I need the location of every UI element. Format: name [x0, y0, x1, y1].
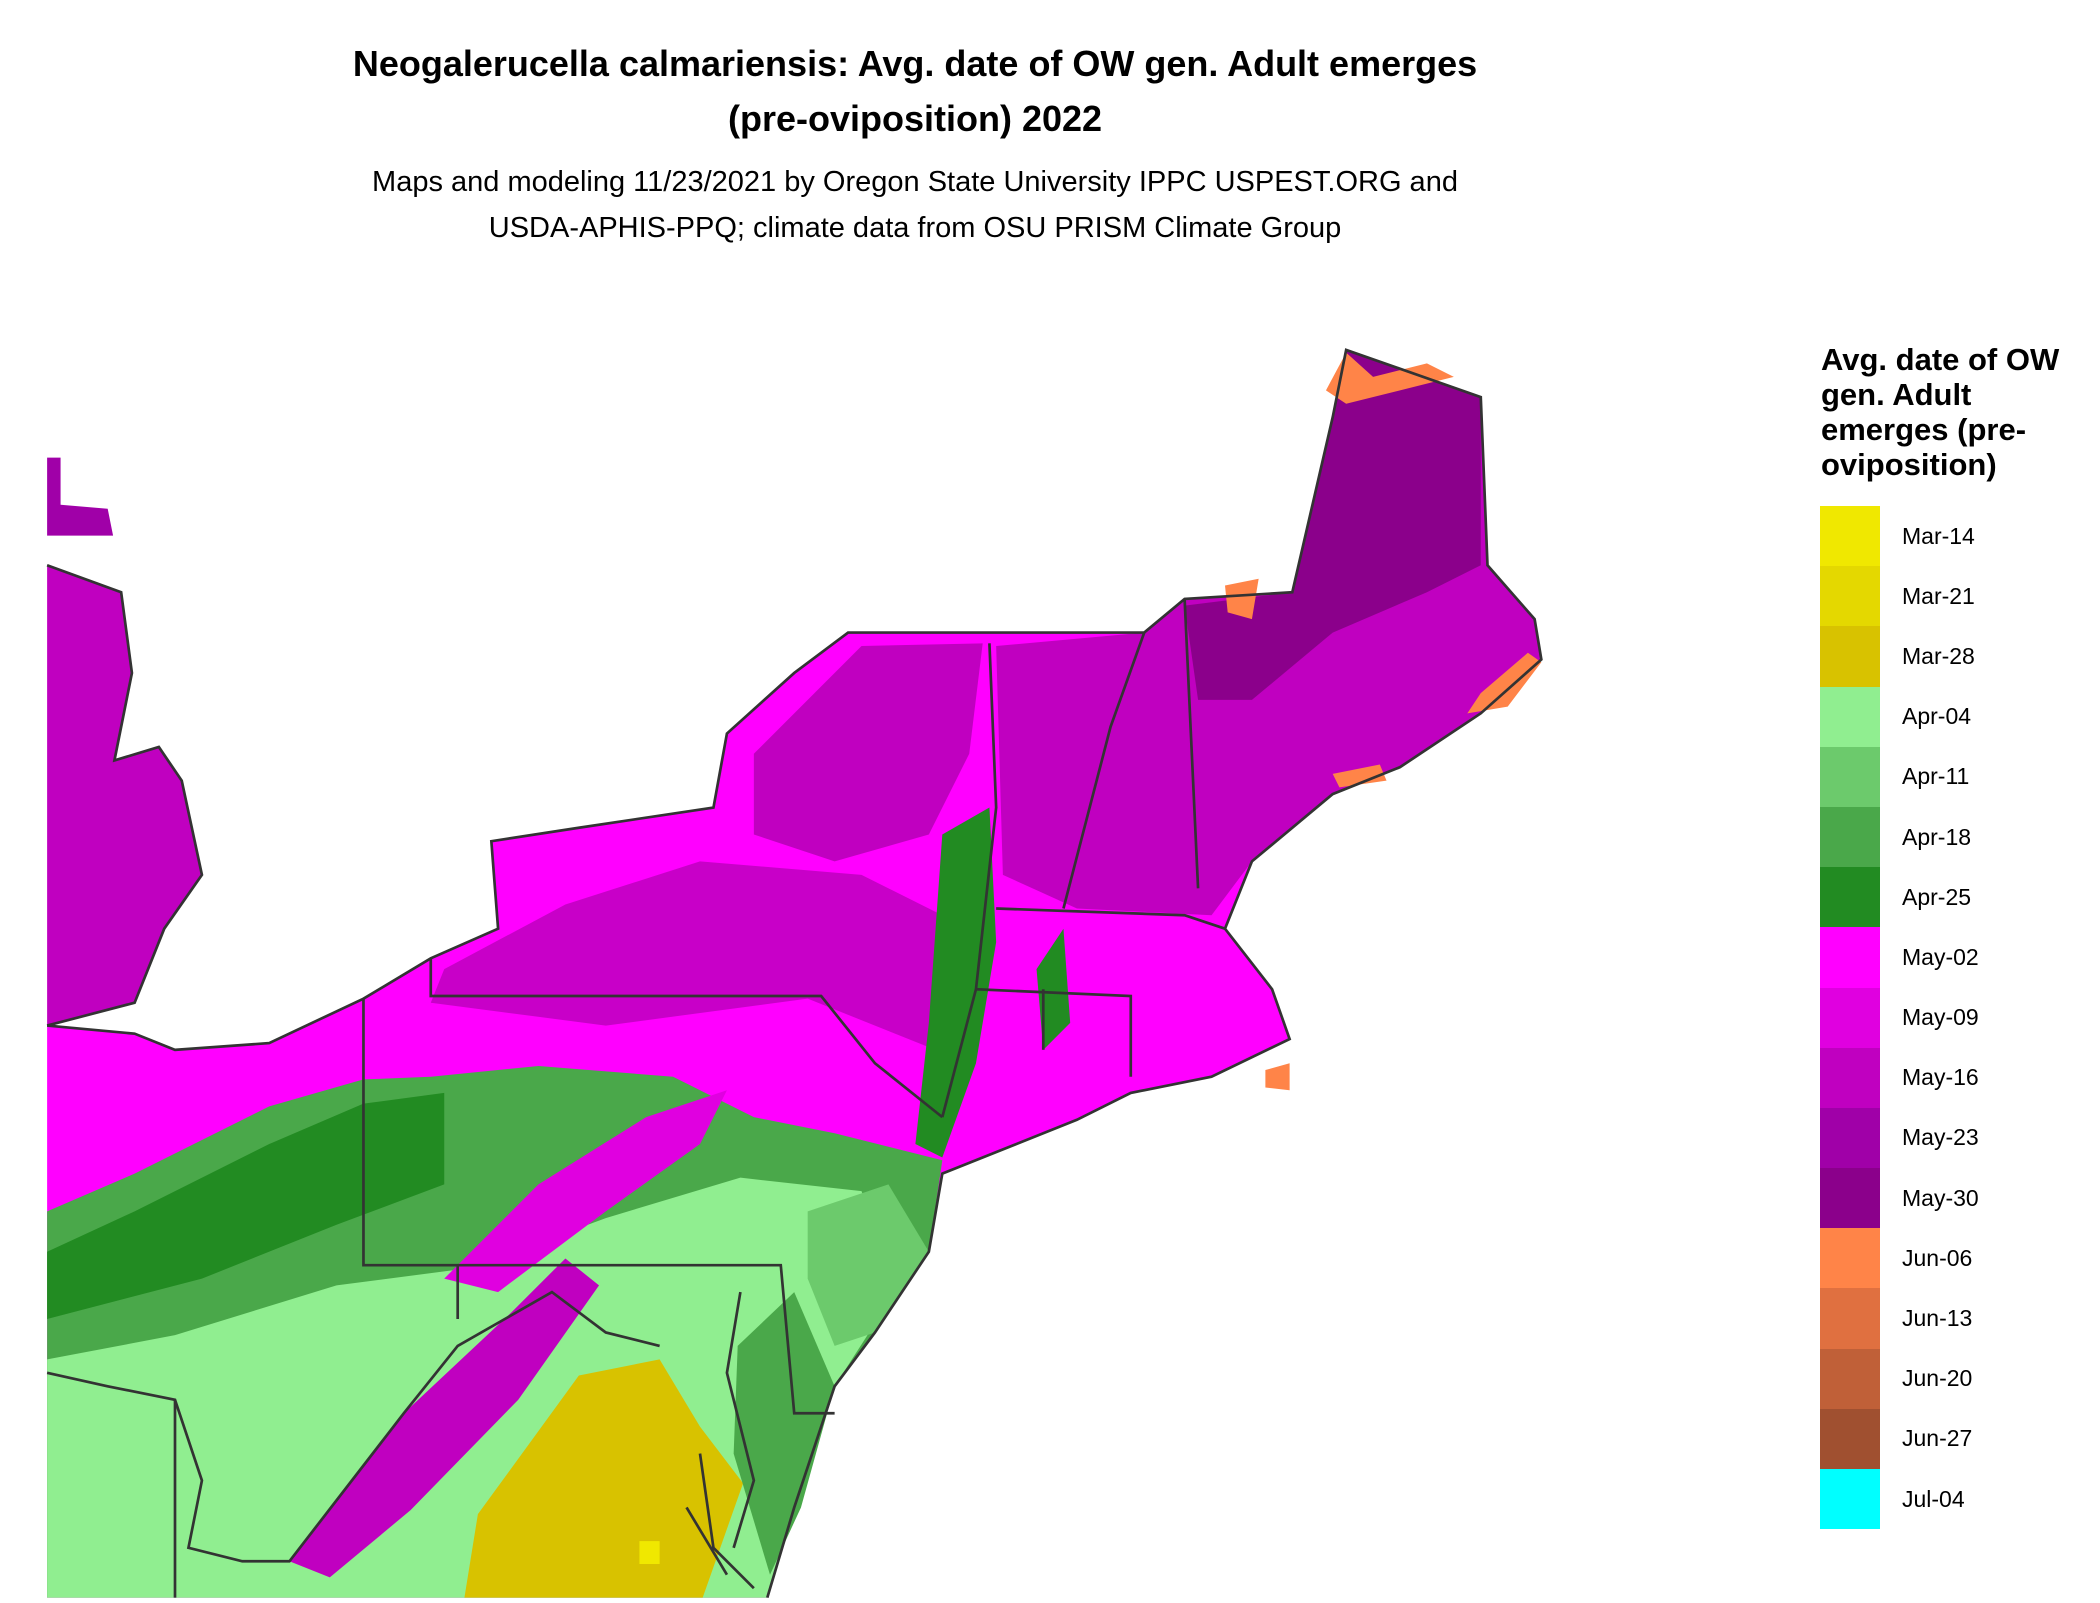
region-pa-ridges-may	[444, 1090, 727, 1293]
legend-label: May-02	[1902, 943, 1979, 970]
legend-swatch	[1820, 1168, 1880, 1229]
region-ny-may16	[430, 861, 943, 1050]
legend-swatch	[1820, 806, 1880, 868]
legend-swatch	[1820, 1047, 1880, 1108]
legend-swatch	[1820, 1348, 1880, 1409]
legend-swatch	[1820, 1408, 1880, 1469]
legend-swatch	[1820, 1288, 1880, 1349]
legend-swatch	[1820, 1228, 1880, 1289]
legend-item: Jun-06	[1820, 1228, 1979, 1289]
legend-label: Apr-18	[1902, 823, 1972, 850]
region-michigan-lower	[47, 565, 202, 1026]
region-yellow-mar28	[464, 1359, 744, 1598]
legend-item: Mar-28	[1820, 626, 1979, 687]
state-borders	[46, 348, 1543, 1599]
region-michigan-upper	[47, 457, 114, 536]
legend-item: Apr-18	[1820, 806, 1979, 868]
legend-swatch	[1820, 1469, 1880, 1530]
region-maine-north-jun06	[1325, 352, 1454, 404]
legend-item: May-16	[1820, 1047, 1979, 1108]
legend-label: Jul-04	[1902, 1485, 1965, 1512]
map-subtitle-line1: Maps and modeling 11/23/2021 by Oregon S…	[372, 166, 1458, 198]
legend-swatch	[1820, 746, 1880, 807]
region-maine-may30	[1184, 349, 1481, 700]
legend-title: Avg. date of OW gen. Adult emerges (pre-…	[1821, 342, 2060, 482]
legend-swatch	[1820, 566, 1880, 627]
map-title-line2: (pre-oviposition) 2022	[727, 98, 1103, 139]
legend-item: May-23	[1820, 1107, 1979, 1169]
legend-item: Mar-21	[1820, 566, 1979, 627]
legend-swatch	[1820, 867, 1880, 928]
legend-item: May-09	[1820, 987, 1979, 1048]
legend-swatch	[1820, 927, 1880, 988]
legend-label: Jun-06	[1902, 1244, 1973, 1271]
legend-item: May-30	[1820, 1168, 1979, 1229]
legend-item: Apr-11	[1820, 746, 1979, 807]
legend-label: May-09	[1902, 1004, 1979, 1031]
legend-item: Apr-25	[1820, 867, 1979, 928]
legend-item: Apr-04	[1820, 686, 1979, 747]
region-green-apr25	[47, 1092, 445, 1320]
legend: Mar-14 Mar-21 Mar-28 Apr-04 Apr-11 Apr-18 Apr-…	[1820, 506, 1979, 1530]
map-title-line1: Neogalerucella calmariensis: Avg. date o…	[352, 43, 1478, 84]
region-hudson-apr25	[915, 807, 997, 1158]
legend-label: Mar-14	[1902, 522, 1975, 549]
legend-label: Jun-27	[1902, 1425, 1973, 1452]
region-ct-valley-apr25	[1036, 928, 1071, 1050]
legend-label: Apr-04	[1902, 703, 1972, 730]
legend-label: Jun-13	[1902, 1305, 1973, 1332]
region-delmarva-apr18	[733, 1292, 835, 1575]
legend-item: Jul-04	[1820, 1469, 1979, 1530]
legend-swatch	[1820, 626, 1880, 687]
legend-label: Mar-28	[1902, 642, 1975, 669]
legend-label: Apr-11	[1902, 763, 1970, 790]
legend-item: May-02	[1820, 927, 1979, 988]
legend-swatch	[1820, 686, 1880, 747]
legend-label: May-30	[1902, 1184, 1979, 1211]
legend-item: Jun-13	[1820, 1288, 1979, 1349]
region-nj-apr11	[807, 1184, 929, 1346]
legend-label: May-23	[1902, 1124, 1979, 1151]
legend-label: Mar-21	[1902, 582, 1975, 609]
legend-swatch	[1820, 1107, 1880, 1169]
legend-label: May-16	[1902, 1064, 1979, 1091]
region-yellow-mar14	[639, 1541, 660, 1564]
legend-item: Mar-14	[1820, 506, 1979, 567]
legend-item: Jun-27	[1820, 1408, 1979, 1469]
legend-swatch	[1820, 987, 1880, 1048]
legend-label: Jun-20	[1902, 1365, 1973, 1392]
legend-item: Jun-20	[1820, 1348, 1979, 1409]
region-adirondack-may16	[753, 643, 983, 862]
region-appalachian-may	[289, 1258, 600, 1578]
map-subtitle-line2: USDA-APHIS-PPQ; climate data from OSU PR…	[488, 212, 1342, 244]
legend-swatch	[1820, 506, 1880, 567]
legend-label: Apr-25	[1902, 883, 1972, 910]
